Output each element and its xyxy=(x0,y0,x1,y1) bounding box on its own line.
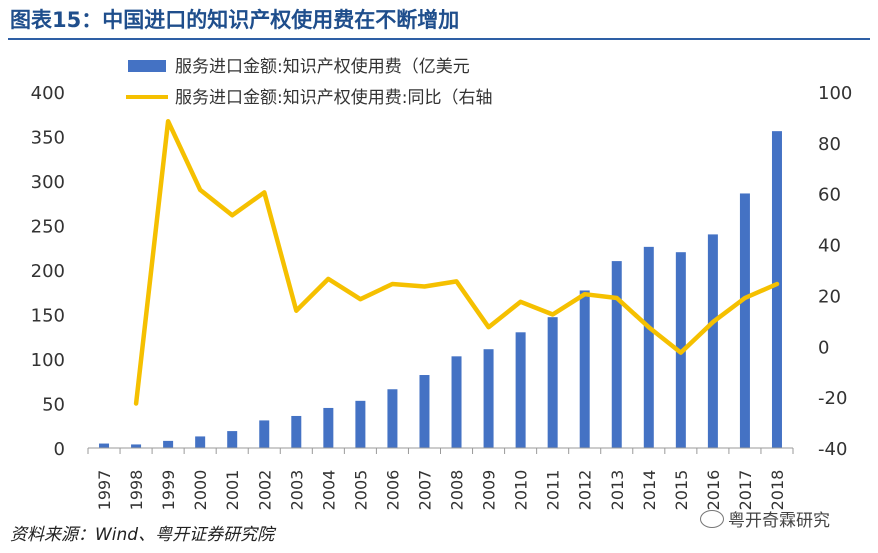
bar xyxy=(195,436,206,448)
x-tick-label: 2017 xyxy=(736,470,755,511)
x-tick-label: 1998 xyxy=(127,470,146,511)
wechat-icon xyxy=(700,510,724,528)
x-tick-label: 2009 xyxy=(480,470,499,511)
x-tick-label: 2010 xyxy=(512,470,531,511)
bar xyxy=(643,246,654,448)
source-note: 资料来源：Wind、粤开证券研究院 xyxy=(10,525,275,545)
right-tick-label: -40 xyxy=(818,439,847,460)
x-tick-label: 2000 xyxy=(191,470,210,511)
bar-series xyxy=(99,131,782,448)
legend-label-line: 服务进口金额:知识产权使用费:同比（右轴 xyxy=(175,87,492,108)
left-tick-label: 200 xyxy=(31,261,65,282)
left-tick-label: 400 xyxy=(31,83,65,104)
bar xyxy=(99,443,110,448)
x-tick-label: 2012 xyxy=(576,470,595,511)
right-axis: 100 80 60 40 20 0 -20 -40 xyxy=(818,83,852,460)
bar xyxy=(739,193,750,448)
x-tick-label: 2008 xyxy=(448,470,467,511)
legend-label-bar: 服务进口金额:知识产权使用费（亿美元 xyxy=(175,56,470,77)
bar xyxy=(227,431,238,448)
left-tick-label: 100 xyxy=(31,350,65,371)
left-tick-label: 0 xyxy=(54,439,65,460)
line-series xyxy=(133,118,780,406)
right-tick-label: 60 xyxy=(818,185,841,206)
bar xyxy=(259,420,270,448)
bar xyxy=(771,131,782,448)
x-tick-label: 2015 xyxy=(672,470,691,511)
right-tick-label: 20 xyxy=(818,286,841,307)
bar xyxy=(483,349,494,448)
left-tick-label: 350 xyxy=(31,128,65,149)
bar xyxy=(611,261,622,448)
x-tick-label: 2004 xyxy=(319,470,338,511)
x-tick-label: 2014 xyxy=(640,470,659,511)
watermark: 粤开奇霖研究 xyxy=(700,506,830,531)
left-axis: 400 350 300 250 200 150 100 50 0 xyxy=(31,83,65,460)
bar xyxy=(579,290,590,448)
bar xyxy=(451,356,462,448)
x-tick-label: 2018 xyxy=(768,470,787,511)
left-tick-label: 150 xyxy=(31,306,65,327)
x-tick-label: 2001 xyxy=(223,470,242,511)
right-tick-label: 80 xyxy=(818,134,841,155)
legend-swatch-bar xyxy=(128,60,166,72)
x-tick-label: 2016 xyxy=(704,470,723,511)
x-tick-label: 2011 xyxy=(544,470,563,511)
x-tick-label: 1999 xyxy=(159,470,178,511)
right-tick-label: 0 xyxy=(818,337,829,358)
bar xyxy=(419,375,430,448)
x-axis: 1997 1998 1999 2000 2001 2002 2003 2004 2005 2006… xyxy=(87,447,794,511)
growth-line xyxy=(133,118,780,406)
x-tick-label: 2006 xyxy=(383,470,402,511)
bar xyxy=(355,400,366,448)
left-tick-label: 250 xyxy=(31,217,65,238)
x-tick-label: 1997 xyxy=(95,470,114,511)
bar xyxy=(131,444,142,448)
x-tick-label: 2002 xyxy=(255,470,274,511)
watermark-text: 粤开奇霖研究 xyxy=(728,511,830,531)
bar xyxy=(323,407,334,448)
right-tick-label: 40 xyxy=(818,236,841,257)
bar xyxy=(387,389,398,448)
bar xyxy=(163,440,174,448)
x-tick-label: 2005 xyxy=(351,470,370,511)
left-tick-label: 50 xyxy=(42,395,65,416)
bar xyxy=(515,332,526,448)
right-tick-label: -20 xyxy=(818,388,847,409)
x-tick-label: 2007 xyxy=(415,470,434,511)
bar xyxy=(547,317,558,448)
title-rule xyxy=(8,38,870,40)
right-tick-label: 100 xyxy=(818,83,852,104)
x-tick-label: 2003 xyxy=(287,470,306,511)
bar xyxy=(707,234,718,448)
left-tick-label: 300 xyxy=(31,172,65,193)
chart-title: 图表15：中国进口的知识产权使用费在不断增加 xyxy=(10,8,460,32)
bar xyxy=(291,415,302,448)
x-tick-label: 2013 xyxy=(608,470,627,511)
